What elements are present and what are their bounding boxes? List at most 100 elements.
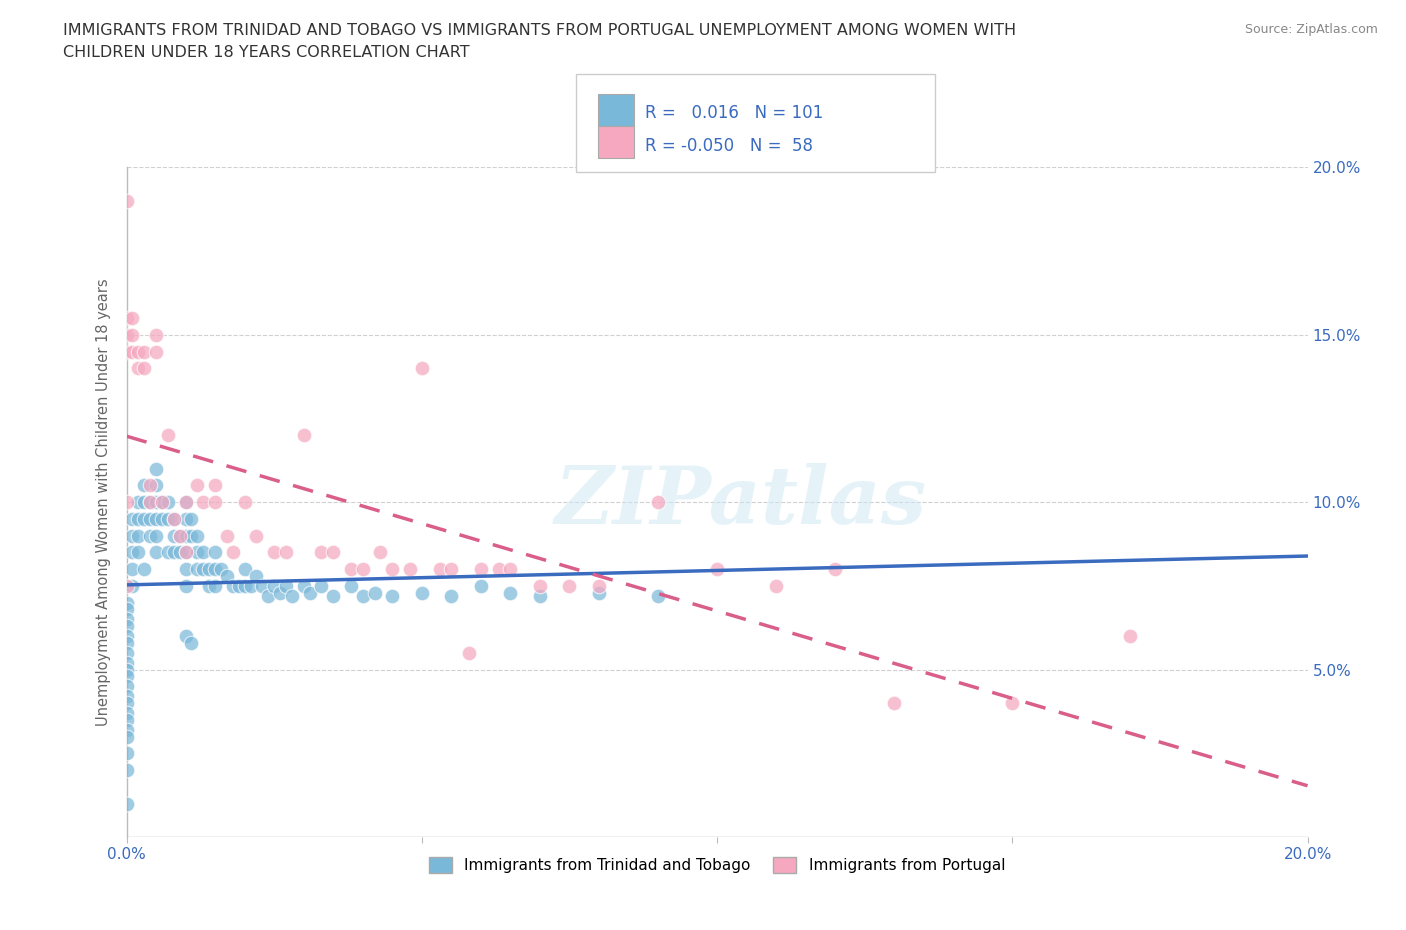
Point xyxy=(204,545,226,560)
Point xyxy=(115,656,138,671)
Point xyxy=(440,562,463,577)
Point xyxy=(198,562,221,577)
Point xyxy=(115,746,138,761)
Point xyxy=(145,545,167,560)
Point xyxy=(352,589,374,604)
Point xyxy=(233,578,256,593)
Point xyxy=(115,602,138,617)
Point xyxy=(429,562,451,577)
Point xyxy=(228,578,250,593)
Point xyxy=(311,545,333,560)
Point xyxy=(150,512,173,526)
Point xyxy=(127,545,149,560)
Point xyxy=(440,589,463,604)
Point xyxy=(115,662,138,677)
Point xyxy=(115,763,138,777)
Point xyxy=(411,585,433,600)
Point xyxy=(134,562,156,577)
Point xyxy=(139,528,162,543)
Point xyxy=(322,589,344,604)
Point xyxy=(381,562,404,577)
Point xyxy=(352,562,374,577)
Point xyxy=(174,545,197,560)
Point xyxy=(370,545,392,560)
Point xyxy=(121,578,143,593)
Point xyxy=(150,495,173,510)
Point xyxy=(139,495,162,510)
Point xyxy=(156,545,179,560)
Point xyxy=(115,669,138,684)
Point xyxy=(186,562,208,577)
Point xyxy=(381,589,404,604)
Point xyxy=(193,495,215,510)
Point xyxy=(363,585,385,600)
Point xyxy=(529,589,551,604)
Point xyxy=(1001,696,1024,711)
Point xyxy=(257,589,280,604)
Point xyxy=(470,562,492,577)
Point xyxy=(174,578,197,593)
Point xyxy=(115,327,138,342)
Point xyxy=(145,461,167,476)
Point xyxy=(163,512,186,526)
Point xyxy=(883,696,905,711)
Text: CHILDREN UNDER 18 YEARS CORRELATION CHART: CHILDREN UNDER 18 YEARS CORRELATION CHAR… xyxy=(63,45,470,60)
Point xyxy=(150,495,173,510)
Point xyxy=(139,478,162,493)
Point xyxy=(186,528,208,543)
Point xyxy=(127,495,149,510)
Point xyxy=(169,528,191,543)
Point xyxy=(127,512,149,526)
Point xyxy=(121,512,143,526)
Point xyxy=(706,562,728,577)
Point xyxy=(204,495,226,510)
Point xyxy=(145,327,167,342)
Point xyxy=(139,512,162,526)
Point xyxy=(292,428,315,443)
Point xyxy=(252,578,274,593)
Y-axis label: Unemployment Among Women with Children Under 18 years: Unemployment Among Women with Children U… xyxy=(96,278,111,726)
Point xyxy=(824,562,846,577)
Point xyxy=(134,344,156,359)
Point xyxy=(115,612,138,627)
Point xyxy=(209,562,232,577)
Point xyxy=(198,578,221,593)
Point xyxy=(274,578,297,593)
Point xyxy=(127,361,149,376)
Point xyxy=(340,562,363,577)
Point xyxy=(588,585,610,600)
Point xyxy=(239,578,262,593)
Point xyxy=(245,568,267,583)
Point xyxy=(245,528,267,543)
Point xyxy=(115,311,138,325)
Point xyxy=(204,478,226,493)
Point xyxy=(115,796,138,811)
Point xyxy=(193,545,215,560)
Text: R = -0.050   N =  58: R = -0.050 N = 58 xyxy=(645,137,813,154)
Point xyxy=(134,478,156,493)
Point xyxy=(174,629,197,644)
Point xyxy=(156,512,179,526)
Point xyxy=(233,495,256,510)
Point xyxy=(121,344,143,359)
Text: Source: ZipAtlas.com: Source: ZipAtlas.com xyxy=(1244,23,1378,36)
Point xyxy=(169,545,191,560)
Point xyxy=(115,679,138,694)
Point xyxy=(121,562,143,577)
Point xyxy=(121,528,143,543)
Point xyxy=(115,635,138,650)
Point xyxy=(558,578,581,593)
Point xyxy=(163,545,186,560)
Point xyxy=(269,585,291,600)
Text: R =   0.016   N = 101: R = 0.016 N = 101 xyxy=(645,104,824,122)
Point xyxy=(193,562,215,577)
Point xyxy=(263,578,285,593)
Point xyxy=(499,585,522,600)
Legend: Immigrants from Trinidad and Tobago, Immigrants from Portugal: Immigrants from Trinidad and Tobago, Imm… xyxy=(423,851,1011,880)
Point xyxy=(127,528,149,543)
Point xyxy=(121,327,143,342)
Point xyxy=(163,512,186,526)
Point xyxy=(204,562,226,577)
Point xyxy=(215,568,238,583)
Point xyxy=(647,495,669,510)
